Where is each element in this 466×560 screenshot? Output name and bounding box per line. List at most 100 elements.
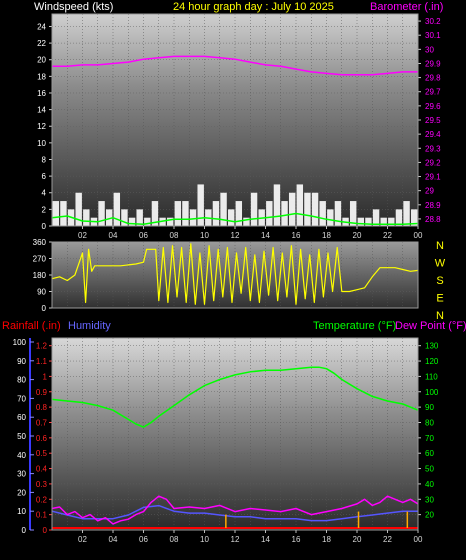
barometer-y-tick-label: 29.7 (425, 88, 441, 97)
humidity-y-tick-label: 30 (17, 470, 26, 479)
windspeed-bar (136, 209, 143, 226)
direction-y-tick-label: 90 (37, 288, 46, 297)
windspeed-bar (227, 209, 235, 226)
direction-panel-frame (51, 241, 419, 309)
humidity-y-tick-label: 90 (17, 357, 26, 366)
wind-x-tick-label: 04 (109, 231, 118, 240)
windspeed-bar (403, 201, 410, 226)
temperature-x-tick-label: 18 (322, 535, 331, 544)
windspeed-bar (60, 201, 67, 226)
barometer-y-tick-label: 29.8 (425, 74, 441, 83)
grid-lines (52, 14, 418, 530)
barometer-y-tick-label: 29.3 (425, 144, 441, 153)
rainfall-y-tick-label: 1 (43, 372, 48, 381)
wind-x-tick-label: 20 (353, 231, 362, 240)
direction-y-tick-label: 360 (33, 238, 47, 247)
wind-x-tick-label: 18 (322, 231, 331, 240)
humidity-line (51, 504, 418, 522)
windspeed-bar (113, 192, 121, 226)
compass-direction-label: S (436, 275, 443, 287)
windspeed-bar (243, 217, 250, 226)
wind-direction-line (51, 243, 419, 305)
dewpoint-line (51, 495, 419, 525)
temperature-y-tick-label: 120 (425, 357, 439, 366)
windspeed-bar (281, 201, 288, 226)
windspeed-bar (128, 217, 136, 226)
barometer-y-tick-label: 29.6 (425, 102, 441, 111)
windspeed-bar (250, 192, 258, 226)
windspeed-bar (105, 209, 113, 226)
page-title: 24 hour graph day : July 10 2025 (173, 1, 334, 13)
direction-y-tick-label: 180 (33, 271, 47, 280)
windspeed-axis-title: Windspeed (kts) (34, 1, 114, 13)
barometer-y-tick-label: 29.5 (425, 116, 441, 125)
windspeed-bar (220, 192, 227, 226)
temperature-x-tick-label: 06 (139, 535, 148, 544)
barometer-y-tick-label: 29.2 (425, 158, 441, 167)
windspeed-bar (174, 201, 182, 226)
rainfall-y-tick-label: 1.2 (36, 342, 48, 351)
temperature-x-tick-label: 14 (261, 535, 270, 544)
rainfall-y-tick-label: 0.5 (36, 449, 48, 458)
wind-x-tick-label: 16 (292, 231, 301, 240)
temperature-axis-title: Temperature (°F) (313, 320, 397, 332)
windspeed-bar (319, 201, 326, 226)
temperature-line (51, 366, 419, 428)
windspeed-bar (166, 217, 174, 226)
rainfall-y-tick-label: 0.2 (36, 495, 48, 504)
wind-x-tick-label: 08 (170, 231, 179, 240)
windspeed-bar (189, 209, 197, 226)
windspeed-y-tick-label: 16 (37, 89, 46, 98)
barometer-y-tick-label: 30.1 (425, 31, 441, 40)
humidity-y-tick-label: 80 (17, 376, 26, 385)
humidity-y-tick-label: 50 (17, 432, 26, 441)
windspeed-bar (182, 201, 189, 226)
wind-x-tick-label: 12 (231, 231, 240, 240)
humidity-axis-title: Humidity (68, 320, 111, 332)
compass-direction-label: W (435, 258, 446, 270)
temperature-x-tick-label: 08 (170, 535, 179, 544)
windspeed-y-tick-label: 4 (42, 189, 47, 198)
temperature-y-tick-label: 30 (425, 495, 434, 504)
windspeed-bar (121, 209, 128, 226)
windspeed-y-tick-label: 24 (37, 22, 46, 31)
humidity-y-tick-label: 10 (17, 507, 26, 516)
axis-ticks: 02468101214161820222428.828.92929.129.22… (13, 13, 446, 544)
windspeed-y-tick-label: 20 (37, 56, 46, 65)
temperature-y-tick-label: 20 (425, 511, 434, 520)
windspeed-average-line (51, 212, 419, 226)
temperature-x-tick-label: 12 (231, 535, 240, 544)
windspeed-y-tick-label: 0 (42, 222, 47, 231)
chart-marks (51, 55, 419, 529)
compass-direction-label: N (436, 310, 444, 322)
windspeed-bar (357, 217, 365, 226)
barometer-y-tick-label: 28.9 (425, 201, 441, 210)
barometer-y-tick-label: 30 (425, 45, 434, 54)
temperature-y-tick-label: 110 (425, 372, 438, 381)
windspeed-bar (372, 209, 380, 226)
rainfall-y-tick-label: 0.6 (36, 434, 48, 443)
barometer-y-tick-label: 29.1 (425, 173, 441, 182)
windspeed-bar (311, 192, 319, 226)
rainfall-y-tick-label: 0.1 (36, 511, 48, 520)
wind-x-tick-label: 06 (139, 231, 148, 240)
windspeed-bar (380, 217, 387, 226)
windspeed-bar (83, 209, 90, 226)
rainfall-y-tick-label: 0.8 (36, 403, 48, 412)
windspeed-bar (212, 201, 220, 226)
temperature-x-tick-label: 16 (292, 535, 301, 544)
wind-x-tick-label: 14 (261, 231, 270, 240)
windspeed-bar (98, 201, 105, 226)
windspeed-bar (395, 209, 403, 226)
rainfall-y-tick-label: 0.4 (36, 465, 48, 474)
temperature-x-tick-label: 20 (353, 535, 362, 544)
humidity-y-tick-label: 60 (17, 413, 26, 422)
wind-x-tick-label: 22 (383, 231, 392, 240)
rainfall-y-tick-label: 1.1 (36, 357, 48, 366)
rainfall-y-tick-label: 0.7 (36, 418, 48, 427)
windspeed-y-tick-label: 18 (37, 72, 46, 81)
compass-direction-label: E (436, 293, 443, 305)
windspeed-bar (410, 209, 418, 226)
windspeed-bar (75, 192, 82, 226)
